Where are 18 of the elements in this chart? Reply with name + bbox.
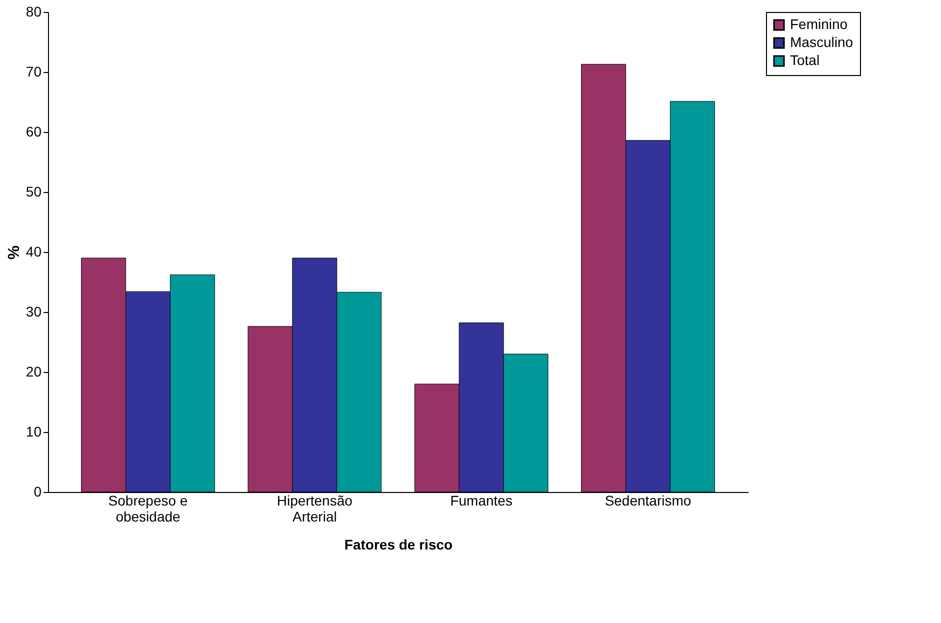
legend-label: Total xyxy=(790,52,820,68)
y-tick-label: 70 xyxy=(26,64,42,80)
y-tick-label: 50 xyxy=(26,184,42,200)
y-tick-label: 40 xyxy=(26,244,42,260)
y-axis-title: % xyxy=(6,245,23,260)
x-tick-label: Fumantes xyxy=(450,492,512,508)
y-tick-label: 20 xyxy=(26,364,42,380)
y-tick-label: 80 xyxy=(26,4,42,20)
x-tick-label: Hipertensão Arterial xyxy=(276,492,353,524)
y-tick-label: 60 xyxy=(26,124,42,140)
x-axis-title: Fatores de risco xyxy=(344,536,453,552)
legend-label: Masculino xyxy=(790,34,854,50)
y-tick-label: 30 xyxy=(26,304,42,320)
y-tick-label: 0 xyxy=(34,484,42,500)
legend-label: Feminino xyxy=(790,16,848,32)
y-tick-label: 10 xyxy=(26,424,42,440)
x-tick-label: Sobrepeso e obesidade xyxy=(108,492,188,524)
x-tick-label: Sedentarismo xyxy=(604,492,692,508)
